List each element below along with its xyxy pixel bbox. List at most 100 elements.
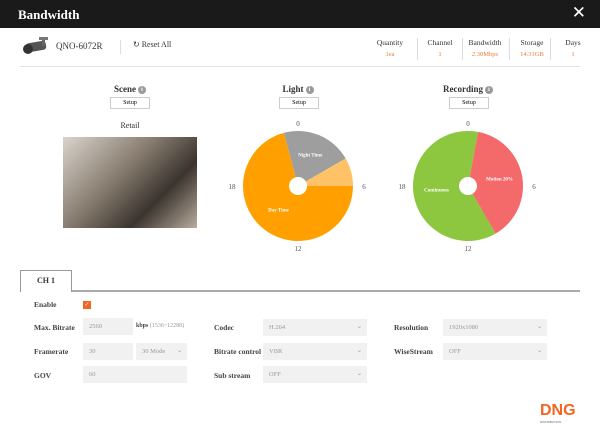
recording-slice[interactable] xyxy=(468,131,523,234)
bitrate-control-label: Bitrate control xyxy=(214,347,262,356)
divider xyxy=(462,38,463,60)
scene-heading: Scene i xyxy=(70,84,190,94)
pie-center xyxy=(459,177,477,195)
unit-text: kbps xyxy=(136,323,149,329)
divider xyxy=(20,66,580,67)
clock-label-right: 6 xyxy=(362,183,366,191)
recording-slice-label: Motion 20% xyxy=(486,178,513,183)
recording-heading: Recording i xyxy=(408,84,528,94)
enable-label: Enable xyxy=(34,300,57,309)
framerate-mode-value: 30 Mode xyxy=(142,348,166,355)
wisestream-select[interactable]: OFF ⌄ xyxy=(443,343,547,360)
gov-label: GOV xyxy=(34,371,52,380)
dng-logo: DNG DISTRIBUTION xyxy=(540,402,576,424)
framerate-mode-select[interactable]: 30 Mode ⌄ xyxy=(136,343,187,360)
recording-setup-button[interactable]: Setup xyxy=(449,97,489,109)
bitrate-control-select[interactable]: VBR ⌄ xyxy=(263,343,367,360)
clock-label-top: 0 xyxy=(466,120,470,128)
framerate-label: Framerate xyxy=(34,347,69,356)
light-slice[interactable] xyxy=(283,131,346,186)
scene-setup-button[interactable]: Setup xyxy=(110,97,150,109)
recording-slice[interactable] xyxy=(413,130,496,241)
light-slice-label: Night Time xyxy=(298,153,323,158)
clock-label-bottom: 12 xyxy=(465,245,473,253)
resolution-value: 1920x1080 xyxy=(449,324,479,331)
scene-value: Retail xyxy=(120,121,140,130)
recording-pie[interactable]: Motion 20% Continuous 0 6 12 18 xyxy=(398,116,538,256)
chevron-down-icon: ⌄ xyxy=(536,324,542,330)
scene-title: Scene xyxy=(114,84,136,94)
tab-ch1[interactable]: CH 1 xyxy=(20,270,72,292)
clock-label-right: 6 xyxy=(532,183,536,191)
camera-model: QNO-6072R xyxy=(56,41,103,51)
divider xyxy=(509,38,510,60)
stat-value: 14.31GB xyxy=(520,51,544,58)
stat-label: Channel xyxy=(427,38,453,47)
sub-stream-select[interactable]: OFF ⌄ xyxy=(263,366,367,383)
sub-stream-label: Sub stream xyxy=(214,371,251,380)
resolution-label: Resolution xyxy=(394,323,429,332)
light-setup-button[interactable]: Setup xyxy=(279,97,319,109)
enable-checkbox[interactable]: ✓ xyxy=(83,301,91,309)
stat-storage: Storage 14.31GB xyxy=(507,38,557,58)
stat-label: Days xyxy=(565,38,581,47)
light-heading: Light i xyxy=(238,84,358,94)
title-bar: Bandwidth ✕ xyxy=(0,0,600,28)
recording-title: Recording xyxy=(443,84,483,94)
clock-label-bottom: 12 xyxy=(295,245,303,253)
chevron-down-icon: ⌄ xyxy=(356,371,362,377)
wisestream-value: OFF xyxy=(449,348,461,355)
camera-icon xyxy=(23,37,48,54)
info-icon[interactable]: i xyxy=(485,85,493,94)
wisestream-label: WiseStream xyxy=(394,347,433,356)
info-icon[interactable]: i xyxy=(138,85,146,94)
light-slice[interactable] xyxy=(298,158,353,187)
window-title: Bandwidth xyxy=(18,7,80,22)
reset-all-button[interactable]: ↻ Reset All xyxy=(133,40,171,49)
scene-image xyxy=(63,137,197,228)
chevron-down-icon: ⌄ xyxy=(536,348,542,354)
divider xyxy=(120,40,121,54)
recording-slice-label: Continuous xyxy=(424,188,449,193)
tab-divider xyxy=(72,290,580,292)
resolution-select[interactable]: 1920x1080 ⌄ xyxy=(443,319,547,336)
light-title: Light xyxy=(282,84,304,94)
range-text: (1536~12288) xyxy=(149,323,185,329)
gov-input[interactable]: 60 xyxy=(83,366,187,383)
reset-icon: ↻ xyxy=(133,40,140,49)
max-bitrate-input[interactable]: 2560 xyxy=(83,318,133,335)
stat-channel: Channel 1 xyxy=(415,38,465,58)
stat-value: 1 xyxy=(571,51,575,58)
codec-label: Codec xyxy=(214,323,234,332)
codec-select[interactable]: H.264 ⌄ xyxy=(263,319,367,336)
stat-days: Days 1 xyxy=(548,38,598,58)
reset-label: Reset All xyxy=(141,40,172,49)
light-pie[interactable]: Night Time Day Time 0 6 12 18 xyxy=(228,116,368,256)
stat-value: 2.30Mbps xyxy=(471,51,499,58)
chevron-down-icon: ⌄ xyxy=(176,348,182,354)
framerate-input[interactable]: 30 xyxy=(83,343,133,360)
stat-value: 1 xyxy=(438,51,442,58)
info-icon[interactable]: i xyxy=(305,85,314,94)
sub-stream-value: OFF xyxy=(269,371,281,378)
chevron-down-icon: ⌄ xyxy=(356,324,362,330)
codec-value: H.264 xyxy=(269,324,286,331)
clock-label-left: 18 xyxy=(399,183,407,191)
stat-value: 1ea xyxy=(385,51,395,58)
chevron-down-icon: ⌄ xyxy=(356,348,362,354)
stat-quantity: Quantity 1ea xyxy=(365,38,415,58)
max-bitrate-label: Max. Bitrate xyxy=(34,323,75,332)
close-icon[interactable]: ✕ xyxy=(571,3,586,23)
stat-label: Bandwidth xyxy=(468,38,502,47)
clock-label-left: 18 xyxy=(229,183,237,191)
bitrate-control-value: VBR xyxy=(269,348,283,355)
stat-label: Quantity xyxy=(376,38,404,47)
bitrate-unit: kbps (1536~12288) xyxy=(136,323,184,329)
light-slice-label: Day Time xyxy=(268,208,290,213)
clock-label-top: 0 xyxy=(296,120,300,128)
divider xyxy=(417,38,418,60)
stat-label: Storage xyxy=(520,38,544,47)
pie-center xyxy=(289,177,307,195)
stat-bandwidth: Bandwidth 2.30Mbps xyxy=(460,38,510,58)
divider xyxy=(550,38,551,60)
